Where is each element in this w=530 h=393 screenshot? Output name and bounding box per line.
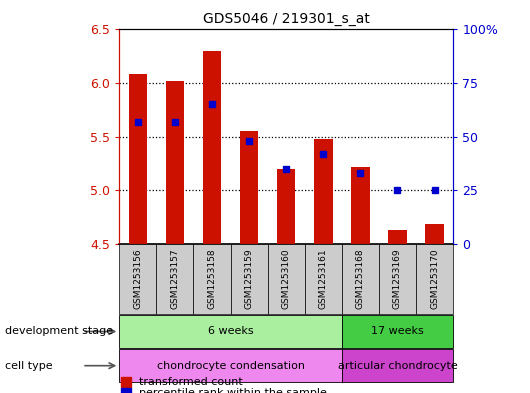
Bar — [119, 244, 156, 314]
Text: transformed count: transformed count — [139, 377, 243, 387]
Text: GSM1253160: GSM1253160 — [282, 249, 290, 309]
Bar — [202, 51, 222, 244]
Bar — [119, 349, 342, 382]
Bar — [342, 349, 453, 382]
Text: GSM1253157: GSM1253157 — [171, 249, 179, 309]
Text: percentile rank within the sample: percentile rank within the sample — [139, 387, 327, 393]
Bar — [156, 244, 193, 314]
Bar — [379, 244, 416, 314]
Bar — [129, 74, 147, 244]
Bar — [305, 244, 342, 314]
Text: development stage: development stage — [5, 327, 113, 336]
Bar — [416, 244, 453, 314]
Text: GSM1253158: GSM1253158 — [208, 249, 216, 309]
Title: GDS5046 / 219301_s_at: GDS5046 / 219301_s_at — [203, 12, 369, 26]
Bar — [342, 315, 453, 348]
Text: GSM1253159: GSM1253159 — [245, 249, 253, 309]
Bar — [277, 169, 295, 244]
Text: 17 weeks: 17 weeks — [371, 327, 424, 336]
Bar — [193, 244, 231, 314]
Bar — [314, 139, 333, 244]
Bar — [388, 230, 407, 244]
Bar — [268, 244, 305, 314]
Text: cell type: cell type — [5, 361, 53, 371]
Bar — [119, 315, 342, 348]
Bar — [342, 244, 379, 314]
Text: GSM1253156: GSM1253156 — [134, 249, 142, 309]
Bar — [231, 244, 268, 314]
Text: 6 weeks: 6 weeks — [208, 327, 253, 336]
Text: GSM1253161: GSM1253161 — [319, 249, 328, 309]
Text: GSM1253170: GSM1253170 — [430, 249, 439, 309]
Text: GSM1253168: GSM1253168 — [356, 249, 365, 309]
Bar — [240, 131, 259, 244]
Text: GSM1253169: GSM1253169 — [393, 249, 402, 309]
Text: articular chondrocyte: articular chondrocyte — [338, 361, 457, 371]
Text: chondrocyte condensation: chondrocyte condensation — [156, 361, 305, 371]
Bar — [351, 167, 370, 244]
Bar — [165, 81, 184, 244]
Bar — [425, 224, 444, 244]
